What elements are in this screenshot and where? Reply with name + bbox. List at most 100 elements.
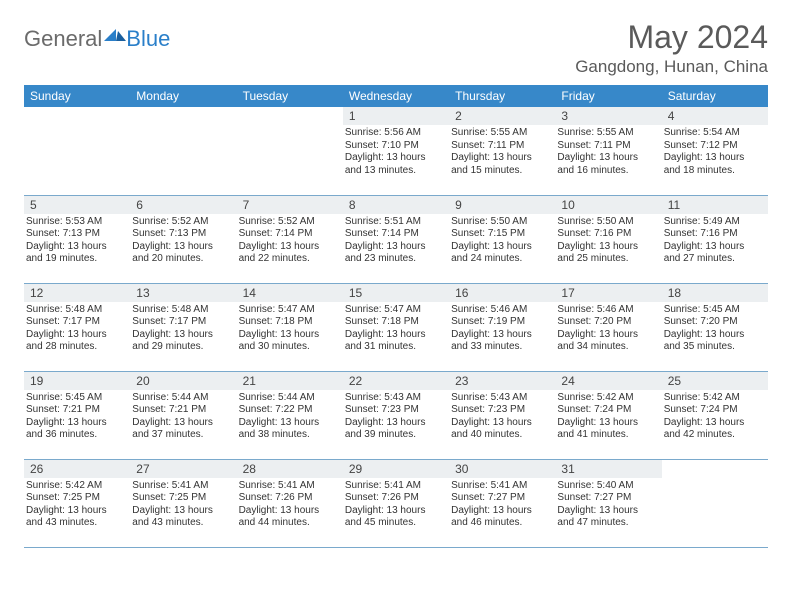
daylight-text: and 22 minutes. bbox=[239, 253, 341, 266]
daylight-text: and 44 minutes. bbox=[239, 517, 341, 530]
sunset-text: Sunset: 7:11 PM bbox=[451, 140, 553, 153]
day-cell bbox=[24, 107, 130, 195]
day-number: 8 bbox=[343, 196, 449, 214]
daylight-text: Daylight: 13 hours bbox=[557, 505, 659, 518]
page-header: General Blue May 2024 Gangdong, Hunan, C… bbox=[24, 20, 768, 77]
day-info: Sunrise: 5:41 AMSunset: 7:26 PMDaylight:… bbox=[343, 478, 449, 530]
day-cell: 25Sunrise: 5:42 AMSunset: 7:24 PMDayligh… bbox=[662, 371, 768, 459]
sunrise-text: Sunrise: 5:44 AM bbox=[239, 392, 341, 405]
sunrise-text: Sunrise: 5:45 AM bbox=[26, 392, 128, 405]
day-cell: 5Sunrise: 5:53 AMSunset: 7:13 PMDaylight… bbox=[24, 195, 130, 283]
day-number: 5 bbox=[24, 196, 130, 214]
day-cell: 22Sunrise: 5:43 AMSunset: 7:23 PMDayligh… bbox=[343, 371, 449, 459]
month-title: May 2024 bbox=[575, 20, 768, 55]
sunset-text: Sunset: 7:18 PM bbox=[345, 316, 447, 329]
day-number: 16 bbox=[449, 284, 555, 302]
daylight-text: Daylight: 13 hours bbox=[557, 329, 659, 342]
sunset-text: Sunset: 7:14 PM bbox=[345, 228, 447, 241]
day-number: 19 bbox=[24, 372, 130, 390]
day-cell: 20Sunrise: 5:44 AMSunset: 7:21 PMDayligh… bbox=[130, 371, 236, 459]
daylight-text: and 39 minutes. bbox=[345, 429, 447, 442]
day-cell: 19Sunrise: 5:45 AMSunset: 7:21 PMDayligh… bbox=[24, 371, 130, 459]
day-info: Sunrise: 5:48 AMSunset: 7:17 PMDaylight:… bbox=[24, 302, 130, 354]
day-cell: 13Sunrise: 5:48 AMSunset: 7:17 PMDayligh… bbox=[130, 283, 236, 371]
daylight-text: and 24 minutes. bbox=[451, 253, 553, 266]
daylight-text: Daylight: 13 hours bbox=[345, 241, 447, 254]
daylight-text: Daylight: 13 hours bbox=[26, 417, 128, 430]
sunset-text: Sunset: 7:15 PM bbox=[451, 228, 553, 241]
day-number: 4 bbox=[662, 107, 768, 125]
daylight-text: and 13 minutes. bbox=[345, 165, 447, 178]
sunset-text: Sunset: 7:26 PM bbox=[345, 492, 447, 505]
sunset-text: Sunset: 7:20 PM bbox=[664, 316, 766, 329]
daylight-text: and 28 minutes. bbox=[26, 341, 128, 354]
sunrise-text: Sunrise: 5:55 AM bbox=[557, 127, 659, 140]
sunrise-text: Sunrise: 5:46 AM bbox=[557, 304, 659, 317]
day-number: 18 bbox=[662, 284, 768, 302]
day-number: 27 bbox=[130, 460, 236, 478]
sunrise-text: Sunrise: 5:48 AM bbox=[132, 304, 234, 317]
daylight-text: Daylight: 13 hours bbox=[557, 152, 659, 165]
sunset-text: Sunset: 7:25 PM bbox=[26, 492, 128, 505]
week-row: 19Sunrise: 5:45 AMSunset: 7:21 PMDayligh… bbox=[24, 371, 768, 459]
day-info: Sunrise: 5:54 AMSunset: 7:12 PMDaylight:… bbox=[662, 125, 768, 177]
daylight-text: and 40 minutes. bbox=[451, 429, 553, 442]
sunset-text: Sunset: 7:23 PM bbox=[451, 404, 553, 417]
day-info: Sunrise: 5:46 AMSunset: 7:19 PMDaylight:… bbox=[449, 302, 555, 354]
daylight-text: and 37 minutes. bbox=[132, 429, 234, 442]
sunset-text: Sunset: 7:27 PM bbox=[451, 492, 553, 505]
day-cell: 26Sunrise: 5:42 AMSunset: 7:25 PMDayligh… bbox=[24, 459, 130, 547]
day-cell: 12Sunrise: 5:48 AMSunset: 7:17 PMDayligh… bbox=[24, 283, 130, 371]
day-info: Sunrise: 5:51 AMSunset: 7:14 PMDaylight:… bbox=[343, 214, 449, 266]
daylight-text: and 46 minutes. bbox=[451, 517, 553, 530]
daylight-text: and 15 minutes. bbox=[451, 165, 553, 178]
daylight-text: Daylight: 13 hours bbox=[345, 505, 447, 518]
weekday-head-0: Sunday bbox=[24, 85, 130, 107]
daylight-text: Daylight: 13 hours bbox=[132, 329, 234, 342]
sunset-text: Sunset: 7:16 PM bbox=[664, 228, 766, 241]
day-cell: 14Sunrise: 5:47 AMSunset: 7:18 PMDayligh… bbox=[237, 283, 343, 371]
day-number: 25 bbox=[662, 372, 768, 390]
daylight-text: Daylight: 13 hours bbox=[451, 152, 553, 165]
day-cell: 7Sunrise: 5:52 AMSunset: 7:14 PMDaylight… bbox=[237, 195, 343, 283]
day-number bbox=[237, 107, 343, 125]
daylight-text: Daylight: 13 hours bbox=[664, 152, 766, 165]
weekday-head-6: Saturday bbox=[662, 85, 768, 107]
day-number: 11 bbox=[662, 196, 768, 214]
weekday-head-4: Thursday bbox=[449, 85, 555, 107]
weekday-head-2: Tuesday bbox=[237, 85, 343, 107]
day-number: 13 bbox=[130, 284, 236, 302]
sunset-text: Sunset: 7:22 PM bbox=[239, 404, 341, 417]
daylight-text: Daylight: 13 hours bbox=[664, 241, 766, 254]
day-number: 24 bbox=[555, 372, 661, 390]
sunrise-text: Sunrise: 5:48 AM bbox=[26, 304, 128, 317]
day-number: 31 bbox=[555, 460, 661, 478]
daylight-text: and 41 minutes. bbox=[557, 429, 659, 442]
day-info: Sunrise: 5:45 AMSunset: 7:21 PMDaylight:… bbox=[24, 390, 130, 442]
sunrise-text: Sunrise: 5:41 AM bbox=[132, 480, 234, 493]
day-cell: 31Sunrise: 5:40 AMSunset: 7:27 PMDayligh… bbox=[555, 459, 661, 547]
daylight-text: and 34 minutes. bbox=[557, 341, 659, 354]
day-info: Sunrise: 5:41 AMSunset: 7:25 PMDaylight:… bbox=[130, 478, 236, 530]
sunset-text: Sunset: 7:10 PM bbox=[345, 140, 447, 153]
day-number bbox=[24, 107, 130, 125]
day-info: Sunrise: 5:50 AMSunset: 7:16 PMDaylight:… bbox=[555, 214, 661, 266]
sunrise-text: Sunrise: 5:46 AM bbox=[451, 304, 553, 317]
day-cell: 17Sunrise: 5:46 AMSunset: 7:20 PMDayligh… bbox=[555, 283, 661, 371]
day-number: 9 bbox=[449, 196, 555, 214]
sunset-text: Sunset: 7:25 PM bbox=[132, 492, 234, 505]
day-number: 6 bbox=[130, 196, 236, 214]
week-row: 26Sunrise: 5:42 AMSunset: 7:25 PMDayligh… bbox=[24, 459, 768, 547]
day-info: Sunrise: 5:53 AMSunset: 7:13 PMDaylight:… bbox=[24, 214, 130, 266]
daylight-text: and 16 minutes. bbox=[557, 165, 659, 178]
day-number: 3 bbox=[555, 107, 661, 125]
daylight-text: Daylight: 13 hours bbox=[239, 241, 341, 254]
daylight-text: Daylight: 13 hours bbox=[239, 505, 341, 518]
day-number: 28 bbox=[237, 460, 343, 478]
daylight-text: Daylight: 13 hours bbox=[557, 417, 659, 430]
calendar-table: SundayMondayTuesdayWednesdayThursdayFrid… bbox=[24, 85, 768, 548]
sunset-text: Sunset: 7:13 PM bbox=[26, 228, 128, 241]
daylight-text: Daylight: 13 hours bbox=[345, 152, 447, 165]
day-cell: 9Sunrise: 5:50 AMSunset: 7:15 PMDaylight… bbox=[449, 195, 555, 283]
daylight-text: Daylight: 13 hours bbox=[239, 417, 341, 430]
